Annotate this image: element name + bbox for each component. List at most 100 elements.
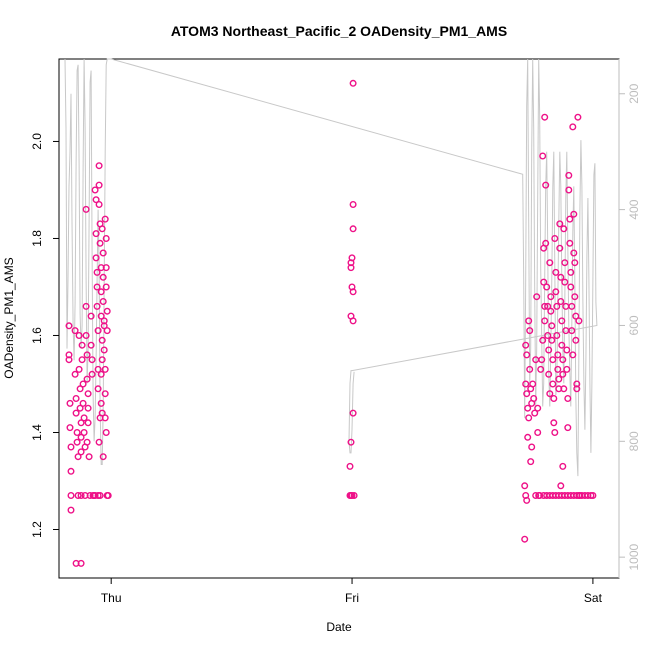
data-point <box>564 395 572 403</box>
data-point <box>104 492 112 500</box>
data-point <box>83 438 91 446</box>
data-point <box>567 283 575 291</box>
data-point <box>74 453 82 461</box>
data-point <box>527 458 535 466</box>
data-point <box>557 298 565 306</box>
data-point <box>349 409 357 417</box>
data-point <box>97 399 105 407</box>
data-point <box>522 380 530 388</box>
data-point <box>571 293 579 301</box>
data-point <box>87 341 95 349</box>
data-point <box>75 365 83 373</box>
data-point <box>555 375 563 383</box>
data-point <box>97 312 105 320</box>
data-point <box>529 380 537 388</box>
y2-tick-label: 1000 <box>627 543 641 570</box>
data-point <box>524 404 532 412</box>
data-point <box>67 492 75 500</box>
data-point <box>88 356 96 364</box>
data-point <box>102 264 110 272</box>
data-point <box>559 356 567 364</box>
data-point <box>570 249 578 257</box>
data-point <box>554 365 562 373</box>
points-layer <box>65 79 597 567</box>
chart-title: ATOM3 Northeast_Pacific_2 OADensity_PM1_… <box>171 23 507 39</box>
data-point <box>99 298 107 306</box>
data-point <box>84 404 92 412</box>
data-point <box>77 492 85 500</box>
data-point <box>95 200 103 208</box>
data-point <box>589 492 597 500</box>
data-point <box>99 249 107 257</box>
data-point <box>523 496 531 504</box>
data-point <box>102 234 110 242</box>
data-point <box>545 346 553 354</box>
data-point <box>74 492 82 500</box>
data-point <box>559 462 567 470</box>
altitude-layer <box>64 58 598 477</box>
data-point <box>522 341 530 349</box>
data-point <box>550 395 558 403</box>
data-point <box>98 225 106 233</box>
data-point <box>93 283 101 291</box>
data-point <box>574 113 582 121</box>
data-point <box>544 332 552 340</box>
data-point <box>566 215 574 223</box>
data-point <box>349 288 357 296</box>
data-point <box>536 492 544 500</box>
data-point <box>94 385 102 393</box>
data-point <box>77 433 85 441</box>
data-point <box>65 351 73 359</box>
data-point <box>532 492 540 500</box>
data-point <box>523 390 531 398</box>
data-point <box>66 424 74 432</box>
data-point <box>82 205 90 213</box>
data-point <box>79 399 87 407</box>
data-point <box>73 429 81 437</box>
data-point <box>93 302 101 310</box>
data-point <box>548 336 556 344</box>
data-point <box>568 302 576 310</box>
data-point <box>95 181 103 189</box>
data-point <box>551 429 559 437</box>
data-point <box>76 404 84 412</box>
data-point <box>560 385 568 393</box>
data-point <box>566 239 574 247</box>
data-point <box>526 327 534 335</box>
data-point <box>552 288 560 296</box>
data-point <box>572 312 580 320</box>
data-point <box>542 239 550 247</box>
data-point <box>99 273 107 281</box>
data-point <box>92 196 100 204</box>
y-tick-label: 1.8 <box>30 230 44 247</box>
data-point <box>349 79 357 87</box>
data-point <box>521 482 529 490</box>
data-point <box>528 443 536 451</box>
data-point <box>549 356 557 364</box>
data-point <box>100 346 108 354</box>
y2-tick-label: 400 <box>627 199 641 219</box>
data-point <box>553 332 561 340</box>
data-point <box>88 370 96 378</box>
data-point <box>103 327 111 335</box>
data-point <box>565 186 573 194</box>
data-point <box>570 210 578 218</box>
data-point <box>530 395 538 403</box>
data-point <box>554 351 562 359</box>
data-point <box>71 370 79 378</box>
altitude-line <box>64 58 598 477</box>
data-point <box>573 380 581 388</box>
data-point <box>93 268 101 276</box>
data-point <box>87 312 95 320</box>
data-point <box>94 492 102 500</box>
data-point <box>99 453 107 461</box>
data-point <box>571 259 579 267</box>
data-point <box>551 234 559 242</box>
data-point <box>539 336 547 344</box>
data-point <box>557 482 565 490</box>
y-axis-label: OADensity_PM1_AMS <box>2 257 16 378</box>
data-point <box>94 327 102 335</box>
y-tick-label: 1.2 <box>30 521 44 538</box>
data-point <box>76 385 84 393</box>
